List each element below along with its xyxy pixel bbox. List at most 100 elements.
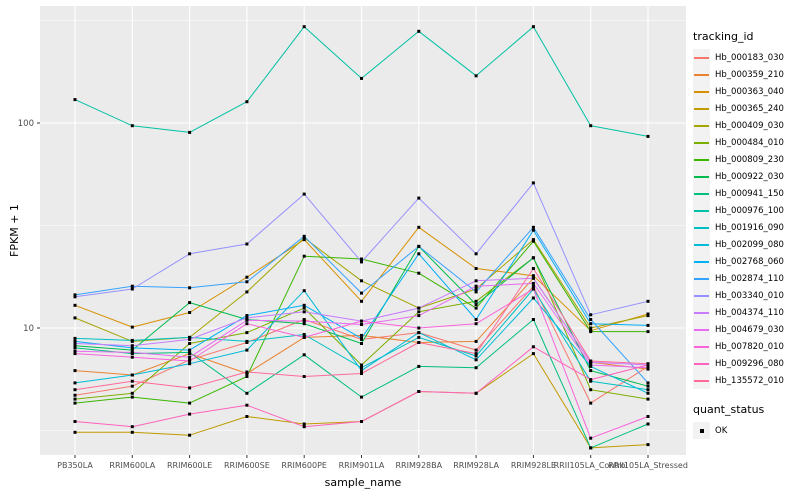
- legend-item: Hb_000922_030: [693, 168, 799, 185]
- data-point: [188, 412, 192, 416]
- data-point: [360, 333, 363, 337]
- data-point: [130, 124, 134, 128]
- data-point: [417, 271, 421, 275]
- legend-item-label: Hb_007820_010: [715, 341, 784, 352]
- data-point: [73, 344, 77, 348]
- data-point: [302, 333, 306, 336]
- data-point: [188, 342, 192, 345]
- data-point: [188, 355, 192, 359]
- legend-key: [693, 338, 710, 355]
- legend-line-swatch-icon: [694, 192, 709, 195]
- data-point: [589, 326, 593, 330]
- data-point: [646, 312, 650, 316]
- legend-line-swatch-icon: [694, 379, 709, 382]
- data-point: [474, 267, 478, 270]
- data-point: [245, 339, 249, 343]
- data-point: [245, 375, 249, 378]
- legend-key: [693, 219, 710, 236]
- data-point: [188, 386, 192, 390]
- data-point: [130, 395, 134, 399]
- data-point: [417, 196, 421, 200]
- data-point: [417, 244, 421, 248]
- data-point: [474, 290, 478, 294]
- legend-line-swatch-icon: [694, 294, 709, 297]
- data-point: [474, 366, 478, 370]
- legend-item-label: Hb_000976_100: [715, 205, 784, 216]
- data-point: [474, 339, 478, 343]
- legend-item-label: Hb_004374_110: [715, 307, 784, 318]
- legend-item-label: Hb_000484_010: [715, 137, 784, 148]
- data-point: [474, 284, 478, 288]
- data-point: [417, 390, 421, 393]
- x-tick-label: RRIM928LA: [453, 461, 499, 470]
- legend-item-label: Hb_002768_060: [715, 256, 784, 267]
- data-point: [646, 134, 650, 138]
- data-point: [589, 330, 593, 334]
- data-point: [245, 314, 249, 318]
- data-point: [531, 281, 535, 285]
- data-point: [302, 375, 306, 378]
- legend-item-label: Hb_001916_090: [715, 222, 784, 233]
- data-point: [360, 420, 363, 423]
- data-point: [531, 345, 535, 349]
- black-square-marker-icon: [699, 428, 704, 433]
- data-point: [73, 401, 77, 405]
- data-point: [360, 291, 363, 295]
- ok-marker-key: [693, 422, 710, 439]
- legend-key: [693, 134, 710, 151]
- legend-key: [693, 355, 710, 372]
- legend-quant-block: quant_status OK: [693, 403, 799, 439]
- legend-item-label: Hb_002099_080: [715, 239, 784, 250]
- data-point: [302, 335, 306, 339]
- data-point: [302, 238, 306, 242]
- legend-item-label: Hb_000922_030: [715, 171, 784, 182]
- x-tick-label: RRIM600LA: [109, 461, 155, 470]
- data-point: [474, 348, 478, 352]
- legend-item: Hb_001916_090: [693, 219, 799, 236]
- data-point: [360, 366, 363, 370]
- legend-line-swatch-icon: [694, 311, 709, 314]
- legend-line-swatch-icon: [694, 243, 709, 246]
- x-tick-label: RRII105LA_Control: [554, 461, 628, 470]
- data-point: [130, 355, 134, 359]
- data-point: [130, 346, 134, 350]
- data-point: [73, 381, 77, 385]
- data-point: [531, 225, 535, 229]
- data-point: [417, 306, 421, 310]
- legend-item-label: Hb_000365_240: [715, 103, 784, 114]
- legend-key: [693, 66, 710, 83]
- y-tick-label: 10: [23, 324, 34, 334]
- legend-item: Hb_002099_080: [693, 236, 799, 253]
- data-point: [589, 379, 593, 383]
- data-point: [73, 339, 77, 343]
- data-point: [188, 359, 192, 363]
- data-point: [73, 397, 77, 401]
- data-point: [417, 364, 421, 368]
- legend-key: [693, 304, 710, 321]
- data-point: [417, 341, 421, 344]
- legend-item-label: Hb_000941_150: [715, 188, 784, 199]
- data-point: [245, 403, 249, 407]
- legend-line-swatch-icon: [694, 345, 709, 348]
- legend-item: Hb_007820_010: [693, 338, 799, 355]
- data-point: [360, 260, 363, 264]
- data-point: [130, 350, 134, 354]
- legend-item: Hb_000363_040: [693, 83, 799, 100]
- data-point: [531, 238, 535, 242]
- legend: tracking_id Hb_000183_030 Hb_000359_210 Hb…: [693, 30, 799, 439]
- legend-key: [693, 236, 710, 253]
- legend-item-label: Hb_000809_230: [715, 154, 784, 165]
- data-point: [245, 318, 249, 322]
- data-point: [188, 350, 192, 354]
- data-point: [531, 267, 535, 270]
- legend-key: [693, 83, 710, 100]
- data-point: [474, 306, 478, 310]
- data-point: [646, 422, 650, 426]
- data-point: [130, 325, 134, 329]
- data-point: [474, 352, 478, 356]
- data-point: [245, 415, 249, 418]
- data-point: [73, 98, 77, 102]
- data-point: [302, 422, 306, 426]
- legend-line-swatch-icon: [694, 124, 709, 127]
